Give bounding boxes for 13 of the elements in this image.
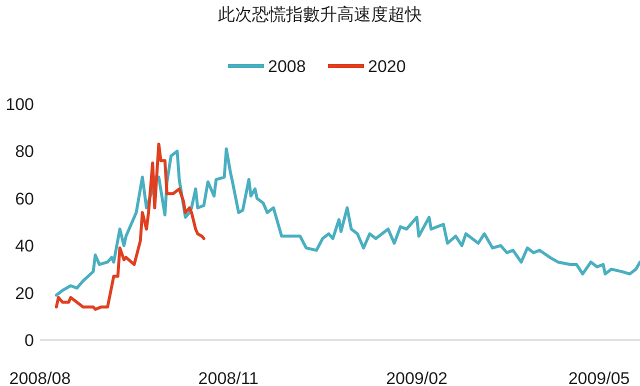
y-tick-label: 40 <box>15 236 34 256</box>
y-tick-label: 80 <box>15 142 34 162</box>
x-tick-label: 2008/08 <box>9 369 71 386</box>
y-tick-label: 100 <box>6 95 34 114</box>
legend-label: 2020 <box>368 57 406 76</box>
x-tick-label: 2009/02 <box>386 369 448 386</box>
y-tick-label: 20 <box>15 284 34 303</box>
x-tick-label: 2008/11 <box>198 369 258 386</box>
y-tick-label: 60 <box>15 189 34 208</box>
chart-title: 此次恐慌指數升高速度超快 <box>218 5 422 24</box>
legend-label: 2008 <box>268 57 306 76</box>
x-tick-label: 2009/05 <box>568 369 630 386</box>
y-tick-label: 0 <box>24 331 34 350</box>
